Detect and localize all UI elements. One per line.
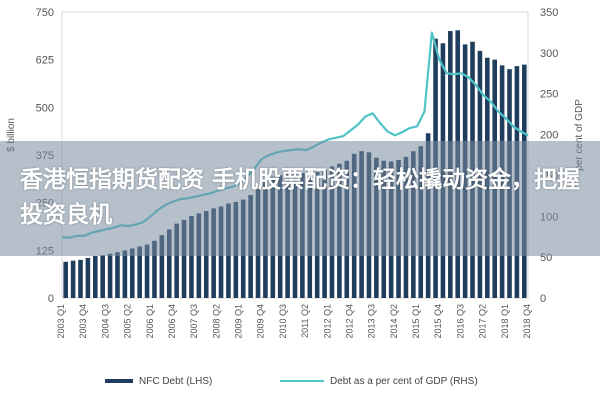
x-tick-label: 2010 Q3 xyxy=(278,304,288,339)
x-tick-label: 2017 Q2 xyxy=(478,304,488,339)
x-tick-label: 2007 Q3 xyxy=(189,304,199,339)
x-tick-label: 2004 Q3 xyxy=(100,304,110,339)
right-tick-label: 250 xyxy=(540,89,558,101)
bar xyxy=(92,256,98,298)
banner-text: 香港恒指期货配资 手机股票配资：轻松撬动资金，把握投资良机 xyxy=(20,167,581,228)
bar xyxy=(152,240,157,298)
x-tick-label: 2015 Q4 xyxy=(433,304,443,339)
bar xyxy=(189,216,194,298)
x-tick-label: 2008 Q2 xyxy=(211,304,221,339)
left-tick-label: 0 xyxy=(48,293,54,305)
x-tick-label: 2009 Q1 xyxy=(234,304,244,339)
bar xyxy=(137,246,142,298)
right-axis-title: per cent of GDP xyxy=(574,99,585,171)
x-tick-label: 2014 Q2 xyxy=(389,304,399,339)
x-tick-label: 2009 Q4 xyxy=(256,304,266,339)
x-tick-label: 2013 Q3 xyxy=(367,304,377,339)
x-tick-label: 2016 Q3 xyxy=(455,304,465,339)
legend-item-bars: NFC Debt (LHS) xyxy=(105,376,212,387)
x-tick-label: 2006 Q1 xyxy=(145,304,155,339)
bar xyxy=(78,259,83,298)
left-axis-title: $ billion xyxy=(6,118,17,152)
bar xyxy=(122,250,128,298)
right-tick-label: 350 xyxy=(540,7,558,19)
bar xyxy=(107,253,113,298)
x-tick-label: 2012 Q1 xyxy=(322,304,332,339)
x-tick-label: 2003 Q1 xyxy=(56,304,66,339)
bar xyxy=(63,261,68,298)
bar xyxy=(100,255,105,298)
x-tick-label: 2018 Q1 xyxy=(500,304,510,339)
legend-swatch-line xyxy=(280,380,324,383)
bar xyxy=(181,219,187,298)
x-tick-label: 2012 Q4 xyxy=(344,304,354,339)
bar xyxy=(159,235,165,298)
right-tick-label: 0 xyxy=(540,293,546,305)
legend: NFC Debt (LHS) Debt as a per cent of GDP… xyxy=(0,372,600,394)
bar xyxy=(85,257,91,298)
legend-swatch-bars xyxy=(105,379,133,384)
overlay-banner xyxy=(0,141,600,256)
left-tick-label: 500 xyxy=(36,102,54,114)
bar xyxy=(174,223,179,298)
bar xyxy=(129,248,135,298)
x-tick-label: 2018 Q4 xyxy=(522,304,532,339)
left-tick-label: 625 xyxy=(36,55,54,67)
x-tick-label: 2011 Q2 xyxy=(300,304,310,338)
x-tick-label: 2006 Q4 xyxy=(167,304,177,339)
legend-item-line: Debt as a per cent of GDP (RHS) xyxy=(280,376,478,387)
bar xyxy=(166,229,172,298)
left-tick-label: 750 xyxy=(36,7,54,19)
bar xyxy=(115,252,120,298)
right-tick-label: 200 xyxy=(540,130,558,142)
legend-label-line: Debt as a per cent of GDP (RHS) xyxy=(330,376,478,387)
x-tick-label: 2005 Q2 xyxy=(123,304,133,339)
right-tick-label: 300 xyxy=(540,48,558,60)
x-tick-label: 2003 Q4 xyxy=(78,304,88,339)
bar xyxy=(70,260,76,298)
bar xyxy=(144,244,150,298)
x-tick-label: 2015 Q1 xyxy=(411,304,421,339)
legend-label-bars: NFC Debt (LHS) xyxy=(139,376,213,387)
